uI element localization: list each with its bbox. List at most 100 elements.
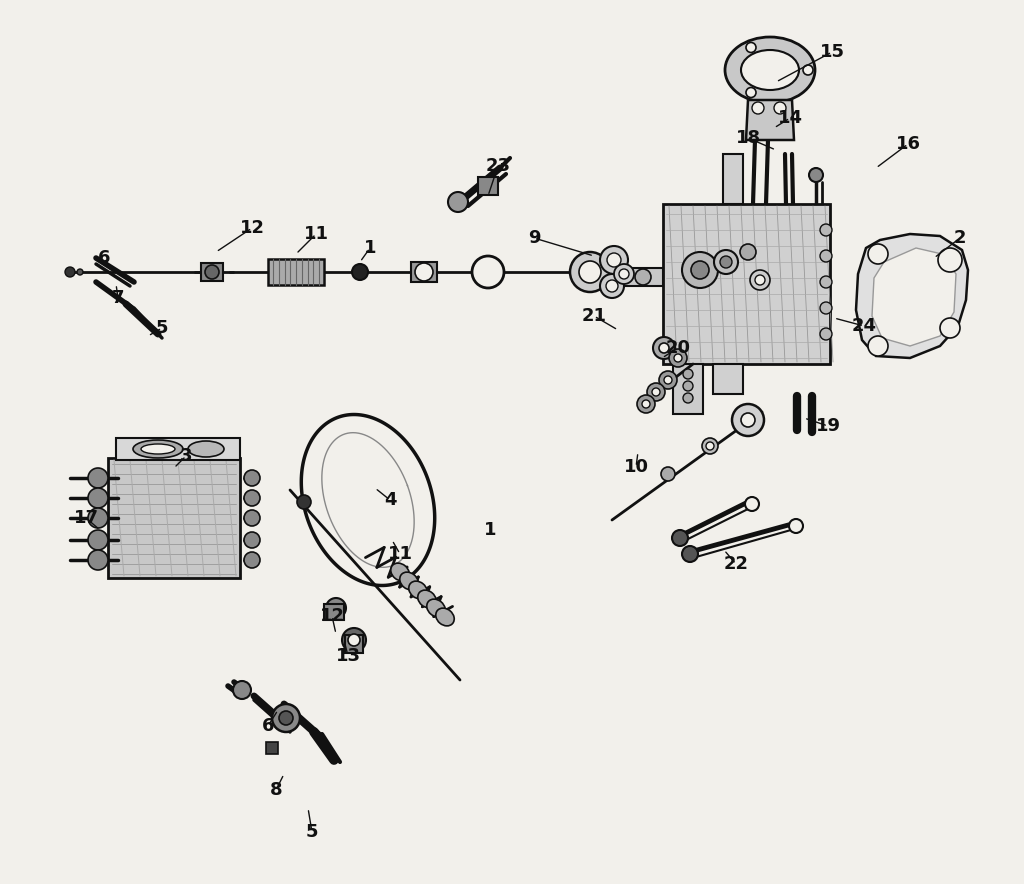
Circle shape <box>714 250 738 274</box>
Circle shape <box>205 265 219 279</box>
Circle shape <box>741 413 755 427</box>
Circle shape <box>820 224 831 236</box>
Polygon shape <box>623 268 663 286</box>
Text: 15: 15 <box>819 43 845 61</box>
Ellipse shape <box>725 37 815 103</box>
Circle shape <box>570 252 610 292</box>
Text: 9: 9 <box>527 229 541 247</box>
Circle shape <box>682 252 718 288</box>
Text: 22: 22 <box>724 555 749 573</box>
Circle shape <box>607 253 621 267</box>
Text: 24: 24 <box>852 317 877 335</box>
Ellipse shape <box>133 440 183 458</box>
Text: 20: 20 <box>666 339 690 357</box>
Bar <box>266 742 278 754</box>
Ellipse shape <box>427 599 445 617</box>
Circle shape <box>244 532 260 548</box>
Text: 16: 16 <box>896 135 921 153</box>
Circle shape <box>652 388 660 396</box>
Circle shape <box>691 261 709 279</box>
Ellipse shape <box>188 441 224 457</box>
Bar <box>201 263 223 281</box>
Polygon shape <box>713 364 743 394</box>
Circle shape <box>674 354 682 362</box>
Text: 21: 21 <box>582 307 606 325</box>
Polygon shape <box>746 100 794 140</box>
Circle shape <box>732 404 764 436</box>
Circle shape <box>642 400 650 408</box>
Circle shape <box>938 248 962 272</box>
Text: 4: 4 <box>384 491 396 509</box>
Circle shape <box>326 598 346 618</box>
Circle shape <box>88 508 108 528</box>
Bar <box>324 604 344 620</box>
Polygon shape <box>723 154 743 204</box>
Text: 1: 1 <box>483 521 497 539</box>
Text: 6: 6 <box>97 249 111 267</box>
Circle shape <box>348 634 360 646</box>
Circle shape <box>618 269 629 279</box>
Text: 11: 11 <box>303 225 329 243</box>
Circle shape <box>415 263 433 281</box>
Ellipse shape <box>409 581 427 598</box>
Circle shape <box>352 264 368 280</box>
Circle shape <box>233 681 251 699</box>
Circle shape <box>637 395 655 413</box>
Text: 6: 6 <box>262 717 274 735</box>
Circle shape <box>820 250 831 262</box>
Circle shape <box>750 270 770 290</box>
Circle shape <box>820 276 831 288</box>
Circle shape <box>790 519 803 533</box>
Text: 18: 18 <box>735 129 761 147</box>
Bar <box>345 635 362 653</box>
Circle shape <box>706 442 714 450</box>
Text: 14: 14 <box>777 109 803 127</box>
Text: 11: 11 <box>387 545 413 563</box>
Circle shape <box>606 280 618 292</box>
Ellipse shape <box>399 572 418 590</box>
Circle shape <box>77 269 83 275</box>
Circle shape <box>662 467 675 481</box>
Circle shape <box>647 383 665 401</box>
Circle shape <box>244 490 260 506</box>
Ellipse shape <box>391 563 410 581</box>
Circle shape <box>297 495 311 509</box>
Bar <box>411 262 437 282</box>
Polygon shape <box>856 234 968 358</box>
Text: 5: 5 <box>156 319 168 337</box>
Circle shape <box>672 530 688 546</box>
Text: 19: 19 <box>815 417 841 435</box>
Circle shape <box>755 275 765 285</box>
Circle shape <box>868 244 888 264</box>
Text: 5: 5 <box>306 823 318 841</box>
Text: 2: 2 <box>953 229 967 247</box>
Circle shape <box>868 336 888 356</box>
Circle shape <box>659 343 669 353</box>
Circle shape <box>940 318 961 338</box>
Polygon shape <box>108 458 240 578</box>
Circle shape <box>244 470 260 486</box>
Circle shape <box>720 256 732 268</box>
Circle shape <box>683 381 693 391</box>
Circle shape <box>740 244 756 260</box>
Circle shape <box>682 546 698 562</box>
Circle shape <box>579 261 601 283</box>
Circle shape <box>683 369 693 379</box>
Circle shape <box>244 552 260 568</box>
Circle shape <box>472 256 504 288</box>
Circle shape <box>449 192 468 212</box>
Circle shape <box>664 376 672 384</box>
Circle shape <box>65 267 75 277</box>
Polygon shape <box>872 248 956 346</box>
Circle shape <box>244 510 260 526</box>
Circle shape <box>746 88 756 97</box>
Circle shape <box>659 371 677 389</box>
Circle shape <box>635 269 651 285</box>
Polygon shape <box>116 438 240 460</box>
Circle shape <box>820 302 831 314</box>
Ellipse shape <box>436 608 455 626</box>
Text: 17: 17 <box>74 509 98 527</box>
Circle shape <box>600 274 624 298</box>
Circle shape <box>88 468 108 488</box>
Ellipse shape <box>741 50 799 90</box>
